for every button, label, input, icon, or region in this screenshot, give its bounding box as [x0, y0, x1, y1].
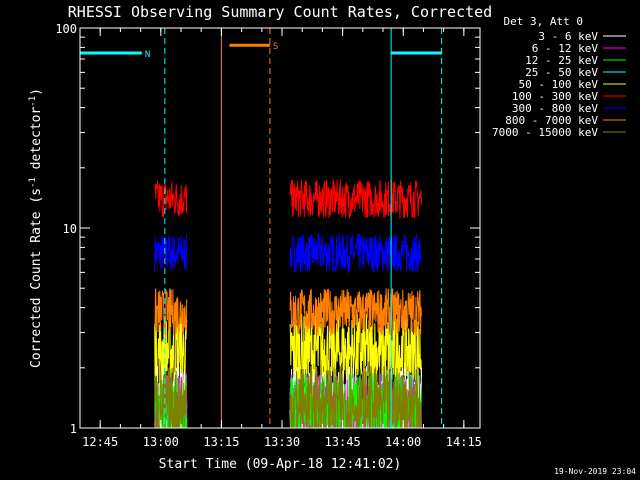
y-tick-label: 10: [63, 222, 77, 236]
timestamp: 19-Nov-2019 23:04: [554, 467, 636, 476]
x-tick-label: 14:00: [385, 435, 421, 449]
legend-label: 7000 - 15000 keV: [492, 126, 598, 139]
trace: [154, 180, 188, 218]
legend-item: 300 - 800 keV: [512, 102, 626, 115]
marker-label: N: [145, 50, 150, 60]
y-tick-label: 1: [70, 422, 77, 436]
legend-item: 12 - 25 keV: [525, 54, 626, 67]
legend-title: Det 3, Att 0: [504, 15, 583, 28]
trace: [289, 179, 422, 219]
series-300-800-kev: [154, 232, 422, 274]
y-tick-label: 100: [55, 22, 77, 36]
legend-item: 25 - 50 keV: [525, 66, 626, 79]
legend-item: 800 - 7000 keV: [505, 114, 626, 127]
legend-item: 50 - 100 keV: [519, 78, 626, 91]
legend-label: 300 - 800 keV: [512, 102, 598, 115]
legend-label: 800 - 7000 keV: [505, 114, 598, 127]
series-800-7000-kev: [154, 287, 422, 336]
marker-label: S: [273, 42, 278, 52]
legend-label: 6 - 12 keV: [532, 42, 599, 55]
trace: [154, 287, 188, 336]
legend-item: 100 - 300 keV: [512, 90, 626, 103]
x-tick-label: 14:15: [446, 435, 482, 449]
x-axis-label: Start Time (09-Apr-18 12:41:02): [159, 457, 402, 472]
marker-S: S: [220, 28, 278, 428]
trace: [154, 233, 188, 273]
x-tick-label: 13:15: [203, 435, 239, 449]
legend-label: 100 - 300 keV: [512, 90, 598, 103]
legend-item: 3 - 6 keV: [538, 30, 626, 43]
series-7000-15000-kev: [154, 366, 422, 430]
x-tick-label: 12:45: [82, 435, 118, 449]
trace: [154, 367, 188, 429]
trace: [289, 287, 422, 336]
y-axis-label: Corrected Count Rate (s-1 detector-1): [28, 88, 44, 368]
legend-item: 6 - 12 keV: [532, 42, 626, 55]
trace: [154, 314, 188, 391]
series-100-300-kev: [154, 179, 422, 219]
chart-title: RHESSI Observing Summary Count Rates, Co…: [68, 3, 492, 21]
axis-layer: 12:45 13:00 13:15 13:30 13:45 14:00 14:15 1 10 10…: [55, 22, 482, 449]
legend-label: 3 - 6 keV: [538, 30, 598, 43]
marker-extra-2: [390, 28, 443, 428]
legend-item: 7000 - 15000 keV: [492, 126, 626, 139]
x-tick-label: 13:00: [143, 435, 179, 449]
legend-label: 25 - 50 keV: [525, 66, 598, 79]
legend-label: 50 - 100 keV: [519, 78, 599, 91]
legend-label: 12 - 25 keV: [525, 54, 598, 67]
trace: [289, 232, 422, 274]
x-tick-label: 13:45: [325, 435, 361, 449]
trace: [289, 366, 422, 430]
x-tick-label: 13:30: [264, 435, 300, 449]
